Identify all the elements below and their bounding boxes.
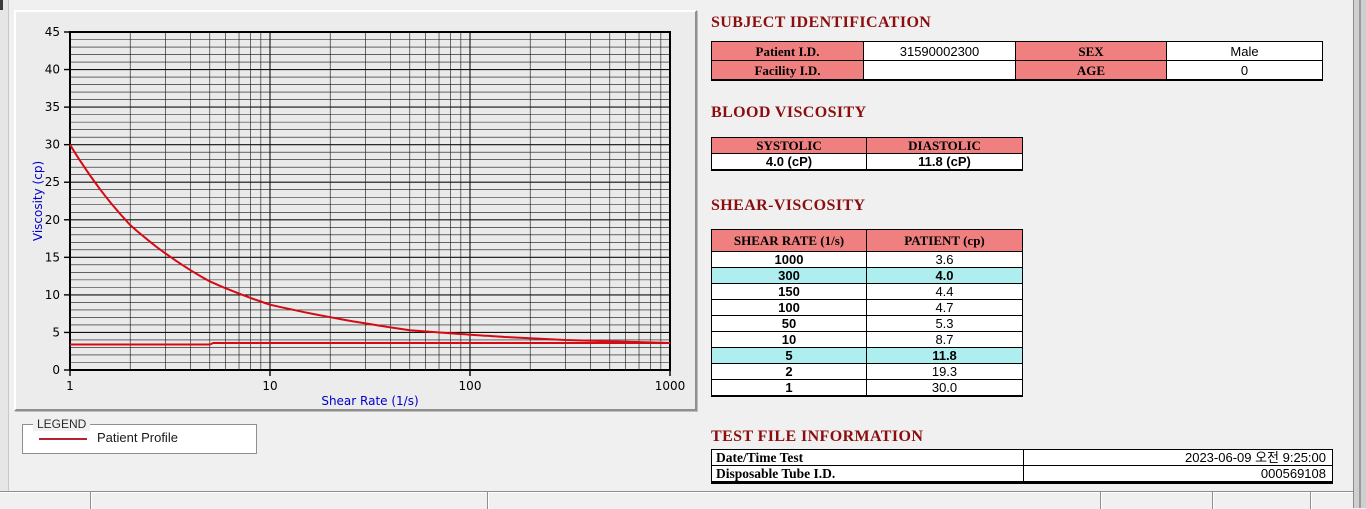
subject-identification-table: Patient I.D. 31590002300 SEX Male Facili… bbox=[711, 41, 1323, 81]
bottom-cutoff-panels bbox=[0, 491, 1366, 509]
svg-text:30: 30 bbox=[45, 138, 60, 152]
date-time-test-value: 2023-06-09 오전 9:25:00 bbox=[1023, 449, 1333, 466]
svg-text:10: 10 bbox=[262, 379, 277, 393]
panel-separator bbox=[90, 492, 92, 509]
blood-viscosity-table: SYSTOLIC DIASTOLIC 4.0 (cP) 11.8 (cP) bbox=[711, 137, 1023, 171]
shear-rate-cell: 5 bbox=[711, 347, 867, 364]
shear-rate-cell: 50 bbox=[711, 315, 867, 332]
shear-rate-cell: 100 bbox=[711, 299, 867, 316]
disposable-tube-id-value: 000569108 bbox=[1023, 465, 1333, 483]
patient-viscosity-cell: 3.6 bbox=[866, 251, 1023, 268]
svg-text:Shear Rate (1/s): Shear Rate (1/s) bbox=[321, 394, 418, 408]
svg-text:10: 10 bbox=[45, 288, 60, 302]
shear-viscosity-row: 10 8.7 bbox=[711, 331, 1023, 348]
svg-text:100: 100 bbox=[459, 379, 482, 393]
legend-box: LEGEND Patient Profile bbox=[22, 417, 257, 454]
shear-rate-cell: 2 bbox=[711, 363, 867, 380]
shear-viscosity-row: 2 19.3 bbox=[711, 363, 1023, 380]
patient-id-value: 31590002300 bbox=[863, 41, 1016, 61]
patient-viscosity-cell: 11.8 bbox=[866, 347, 1023, 364]
shear-viscosity-row: 50 5.3 bbox=[711, 315, 1023, 332]
table-row: Disposable Tube I.D. 000569108 bbox=[711, 465, 1333, 483]
svg-text:1: 1 bbox=[66, 379, 74, 393]
svg-text:20: 20 bbox=[45, 213, 60, 227]
age-value: 0 bbox=[1166, 60, 1323, 81]
systolic-label: SYSTOLIC bbox=[711, 137, 867, 154]
table-row: Patient I.D. 31590002300 SEX Male bbox=[711, 41, 1323, 61]
svg-text:40: 40 bbox=[45, 63, 60, 77]
sex-value: Male bbox=[1166, 41, 1323, 61]
legend-line-swatch bbox=[39, 438, 87, 440]
shear-viscosity-row: 1000 3.6 bbox=[711, 251, 1023, 268]
shear-rate-header: SHEAR RATE (1/s) bbox=[711, 229, 867, 252]
shear-rate-cell: 300 bbox=[711, 267, 867, 284]
systolic-value: 4.0 (cP) bbox=[711, 153, 867, 171]
patient-viscosity-cell: 4.4 bbox=[866, 283, 1023, 300]
panel-separator bbox=[1212, 492, 1214, 509]
shear-rate-cell: 1000 bbox=[711, 251, 867, 268]
shear-viscosity-title: SHEAR-VISCOSITY bbox=[711, 197, 866, 214]
disposable-tube-id-label: Disposable Tube I.D. bbox=[711, 465, 1024, 483]
patient-viscosity-cell: 5.3 bbox=[866, 315, 1023, 332]
shear-viscosity-row: 300 4.0 bbox=[711, 267, 1023, 284]
panel-separator bbox=[1100, 492, 1102, 509]
svg-text:5: 5 bbox=[52, 325, 60, 339]
window-top-left-corner bbox=[0, 0, 3, 10]
window-right-border bbox=[1353, 0, 1366, 508]
viscosity-chart-panel: 0 5 10 15 20 25 30 35 40 45 1 10 100 1000 Viscosity (c… bbox=[14, 10, 697, 411]
patient-id-label: Patient I.D. bbox=[711, 41, 864, 61]
patient-viscosity-cell: 19.3 bbox=[866, 363, 1023, 380]
svg-text:15: 15 bbox=[45, 250, 60, 264]
date-time-test-label: Date/Time Test bbox=[711, 449, 1024, 466]
table-header-row: SHEAR RATE (1/s) PATIENT (cp) bbox=[711, 229, 1023, 252]
diastolic-label: DIASTOLIC bbox=[866, 137, 1023, 154]
blood-viscosity-title: BLOOD VISCOSITY bbox=[711, 104, 867, 121]
panel-separator bbox=[1310, 492, 1312, 509]
svg-text:1000: 1000 bbox=[655, 379, 686, 393]
svg-text:0: 0 bbox=[52, 363, 60, 377]
patient-viscosity-cell: 30.0 bbox=[866, 379, 1023, 397]
table-row: SYSTOLIC DIASTOLIC bbox=[711, 137, 1023, 154]
shear-viscosity-chart: 0 5 10 15 20 25 30 35 40 45 1 10 100 1000 Viscosity (c… bbox=[31, 25, 686, 408]
shear-rate-cell: 150 bbox=[711, 283, 867, 300]
svg-text:Viscosity (cp): Viscosity (cp) bbox=[31, 161, 45, 241]
shear-viscosity-row: 150 4.4 bbox=[711, 283, 1023, 300]
patient-viscosity-cell: 4.7 bbox=[866, 299, 1023, 316]
shear-viscosity-table: SHEAR RATE (1/s) PATIENT (cp) 1000 3.6 300… bbox=[711, 229, 1023, 397]
table-row: 4.0 (cP) 11.8 (cP) bbox=[711, 153, 1023, 171]
age-label: AGE bbox=[1015, 60, 1167, 81]
svg-text:25: 25 bbox=[45, 175, 60, 189]
facility-id-label: Facility I.D. bbox=[711, 60, 864, 81]
patient-viscosity-cell: 8.7 bbox=[866, 331, 1023, 348]
shear-rate-cell: 10 bbox=[711, 331, 867, 348]
patient-viscosity-cell: 4.0 bbox=[866, 267, 1023, 284]
table-row: Date/Time Test 2023-06-09 오전 9:25:00 bbox=[711, 449, 1333, 466]
window-left-border bbox=[0, 0, 9, 508]
svg-text:35: 35 bbox=[45, 100, 60, 114]
svg-text:45: 45 bbox=[45, 25, 60, 39]
shear-viscosity-row: 100 4.7 bbox=[711, 299, 1023, 316]
panel-separator bbox=[487, 492, 489, 509]
shear-viscosity-row: 5 11.8 bbox=[711, 347, 1023, 364]
shear-viscosity-row: 1 30.0 bbox=[711, 379, 1023, 397]
legend-series-label: Patient Profile bbox=[97, 430, 178, 445]
sex-label: SEX bbox=[1015, 41, 1167, 61]
shear-rate-cell: 1 bbox=[711, 379, 867, 397]
test-file-information-table: Date/Time Test 2023-06-09 오전 9:25:00 Dis… bbox=[711, 449, 1333, 484]
table-row: Facility I.D. AGE 0 bbox=[711, 60, 1323, 81]
facility-id-value bbox=[863, 60, 1016, 81]
patient-header: PATIENT (cp) bbox=[866, 229, 1023, 252]
diastolic-value: 11.8 (cP) bbox=[866, 153, 1023, 171]
test-file-information-title: TEST FILE INFORMATION bbox=[711, 428, 924, 445]
legend-box-title: LEGEND bbox=[33, 417, 91, 431]
subject-identification-title: SUBJECT IDENTIFICATION bbox=[711, 14, 932, 31]
